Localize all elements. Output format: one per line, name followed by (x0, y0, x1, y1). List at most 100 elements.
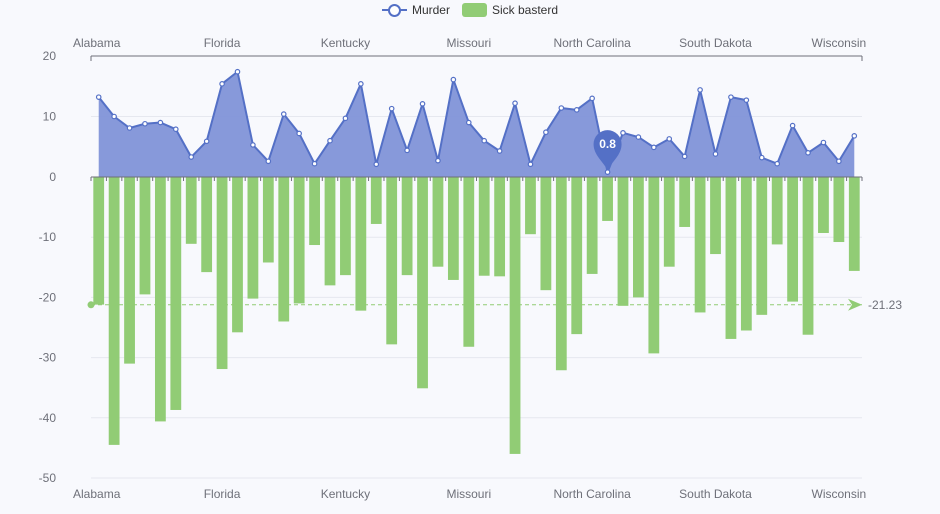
murder-point-rhode-island (681, 153, 688, 160)
x-tick-label-bottom: Wisconsin (812, 487, 867, 501)
bar-maryland (386, 177, 398, 345)
murder-point-california (157, 119, 164, 126)
murder-point-maine (373, 161, 380, 168)
average-line-start-dot (87, 301, 95, 309)
bar-montana (478, 177, 490, 276)
murder-point-idaho (265, 158, 272, 165)
murder-point-illinois (280, 111, 287, 117)
murder-point-washington (805, 150, 811, 156)
murder-point-louisiana (358, 81, 364, 87)
x-tick-label-top: Florida (204, 36, 241, 50)
murder-point-indiana (296, 130, 302, 137)
x-tick-label-bottom: South Dakota (679, 487, 752, 501)
murder-point-massachusetts (404, 147, 410, 154)
murder-point-west-virginia (820, 139, 827, 146)
x-tick-label-bottom: Missouri (446, 487, 491, 501)
bar-tennessee (725, 177, 737, 339)
murder-point-colorado (173, 126, 179, 133)
bar-iowa (309, 177, 320, 246)
murder-point-north-dakota (604, 169, 611, 175)
y-tick-label: -50 (39, 471, 57, 485)
murder-point-maryland (388, 105, 395, 112)
x-tick-label-bottom: Florida (204, 487, 241, 501)
legend-item-sick-basterd[interactable]: Sick basterd (461, 3, 558, 17)
x-tick-label-top: Missouri (446, 36, 491, 50)
x-tick-label-bottom: North Carolina (553, 487, 631, 501)
bar-north-dakota (602, 177, 613, 221)
bar-louisiana (355, 177, 367, 311)
bar-massachusetts (401, 177, 413, 276)
murder-point-minnesota (435, 157, 441, 164)
bar-vermont (771, 177, 783, 245)
murder-point-oklahoma (635, 134, 642, 140)
murder-point-georgia (234, 68, 241, 75)
bar-arizona (124, 177, 135, 364)
average-line-arrow (848, 298, 862, 311)
bar-oklahoma (633, 177, 644, 298)
bar-layer (93, 177, 860, 454)
murder-point-nebraska (496, 148, 503, 154)
murder-point-new-jersey (543, 129, 549, 136)
murder-point-wisconsin (836, 158, 842, 165)
bar-south-dakota (710, 177, 721, 255)
murder-point-new-york (573, 107, 580, 113)
line-series-icon (381, 3, 407, 17)
bar-north-carolina (586, 177, 598, 274)
murder-point-oregon (651, 144, 657, 151)
bar-kansas (324, 177, 336, 286)
average-line-label: -21.23 (868, 298, 902, 312)
y-tick-label: 0 (49, 170, 56, 184)
murder-point-south-dakota (712, 151, 719, 157)
bar-california (154, 177, 166, 422)
bar-rhode-island (679, 177, 691, 227)
murder-point-iowa (311, 160, 318, 167)
bar-missouri (463, 177, 475, 347)
bar-oregon (648, 177, 660, 354)
murder-point-alaska (111, 113, 117, 120)
murder-point-montana (481, 137, 488, 144)
bar-new-hampshire (525, 177, 536, 235)
murder-point-kansas (327, 137, 333, 144)
murder-point-utah (758, 154, 765, 161)
bar-washington (802, 177, 814, 335)
y-tick-label: 10 (43, 110, 57, 124)
bar-new-mexico (555, 177, 567, 371)
bar-alabama (93, 177, 105, 305)
x-tick-label-bottom: Kentucky (321, 487, 370, 501)
murder-point-new-hampshire (527, 161, 534, 168)
murder-point-connecticut (188, 154, 195, 160)
y-tick-label: -10 (39, 230, 57, 244)
annotation-layer: -21.23 0.8 (87, 130, 902, 312)
bar-wyoming (848, 177, 860, 271)
murder-point-new-mexico (558, 105, 565, 111)
bar-maine (370, 177, 382, 224)
bar-kentucky (340, 177, 351, 276)
murder-point-wyoming (851, 133, 858, 139)
bar-indiana (293, 177, 305, 304)
bar-georgia (232, 177, 243, 333)
bar-utah (756, 177, 768, 315)
bar-series-icon (461, 3, 487, 17)
y-tick-label: 20 (43, 49, 57, 63)
y-tick-label: -30 (39, 351, 57, 365)
bar-virginia (787, 177, 799, 302)
bar-arkansas (139, 177, 151, 295)
bar-alaska (108, 177, 120, 445)
x-tick-label-top: Alabama (73, 36, 121, 50)
min-marker-pin (593, 130, 622, 171)
legend-item-murder[interactable]: Murder (381, 3, 450, 17)
bar-idaho (262, 177, 274, 263)
bar-mississippi (447, 177, 459, 280)
bar-new-jersey (540, 177, 552, 291)
bar-minnesota (432, 177, 444, 267)
bar-florida (216, 177, 228, 370)
murder-point-texas (743, 97, 750, 103)
y-tick-label: -20 (39, 290, 57, 304)
legend: Murder Sick basterd (0, 0, 940, 20)
bar-wisconsin (833, 177, 845, 243)
bar-hawaii (247, 177, 259, 299)
murder-point-ohio (620, 130, 626, 136)
min-marker-label: 0.8 (599, 137, 616, 151)
